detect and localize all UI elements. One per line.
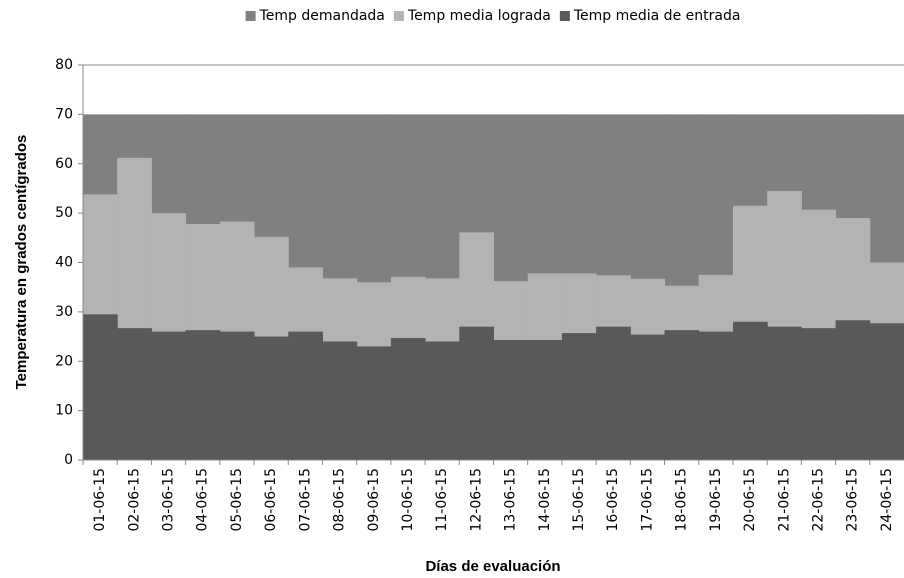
y-tick-label: 50 bbox=[55, 205, 73, 221]
x-tick-label: 02-06-15 bbox=[126, 468, 142, 532]
plot bbox=[83, 114, 904, 461]
y-tick-label: 30 bbox=[55, 304, 73, 320]
area-step bbox=[630, 334, 666, 460]
area-step bbox=[527, 340, 563, 460]
y-tick-label: 0 bbox=[64, 452, 73, 468]
x-tick-label: 01-06-15 bbox=[92, 468, 108, 532]
legend-label: Temp media lograda bbox=[407, 8, 551, 24]
x-tick-label: 23-06-15 bbox=[845, 468, 861, 532]
area-step bbox=[185, 330, 221, 460]
legend-swatch bbox=[393, 11, 404, 21]
y-tick-label: 60 bbox=[55, 156, 73, 172]
area-step bbox=[151, 331, 187, 460]
area-step bbox=[322, 341, 358, 460]
x-tick-label: 12-06-15 bbox=[468, 468, 484, 532]
x-tick-label: 15-06-15 bbox=[571, 468, 587, 532]
y-tick-label: 20 bbox=[55, 353, 73, 369]
area-step bbox=[664, 330, 700, 460]
x-tick-label: 05-06-15 bbox=[229, 468, 245, 532]
y-tick-label: 10 bbox=[55, 403, 73, 419]
x-tick-label: 06-06-15 bbox=[263, 468, 279, 532]
x-tick-label: 14-06-15 bbox=[537, 468, 553, 532]
area-step bbox=[561, 333, 597, 460]
area-step bbox=[83, 314, 118, 460]
x-tick-label: 18-06-15 bbox=[674, 468, 690, 532]
x-tick-label: 17-06-15 bbox=[639, 468, 655, 532]
area-step bbox=[219, 331, 255, 460]
x-tick-label: 22-06-15 bbox=[810, 468, 826, 532]
x-tick-label: 16-06-15 bbox=[605, 468, 621, 532]
legend-swatch bbox=[559, 11, 570, 21]
x-tick-label: 13-06-15 bbox=[503, 468, 519, 532]
area-step bbox=[596, 326, 631, 460]
y-tick-label: 70 bbox=[55, 106, 73, 122]
area-step bbox=[869, 323, 904, 460]
area-step bbox=[835, 320, 871, 460]
x-axis-title: Días de evaluación bbox=[425, 558, 560, 575]
y-tick-label: 80 bbox=[55, 57, 73, 73]
x-tick-label: 03-06-15 bbox=[161, 468, 177, 532]
legend-label: Temp demandada bbox=[259, 8, 385, 24]
area-step bbox=[254, 336, 289, 460]
legend-swatch bbox=[245, 11, 256, 21]
x-tick-label: 20-06-15 bbox=[742, 468, 758, 532]
x-tick-label: 09-06-15 bbox=[366, 468, 382, 532]
area-step bbox=[356, 346, 392, 460]
area-step bbox=[698, 331, 734, 460]
legend-label: Temp media de entrada bbox=[573, 8, 741, 24]
x-tick-label: 24-06-15 bbox=[879, 468, 895, 532]
area-step bbox=[459, 326, 494, 460]
area-step bbox=[493, 340, 529, 460]
x-tick-label: 11-06-15 bbox=[434, 468, 450, 532]
x-tick-label: 08-06-15 bbox=[332, 468, 348, 532]
area-step bbox=[390, 338, 426, 460]
area-step bbox=[425, 341, 460, 460]
y-axis-title: Temperatura en grados centígrados bbox=[13, 135, 30, 390]
x-tick-label: 10-06-15 bbox=[400, 468, 416, 532]
x-tick-label: 21-06-15 bbox=[776, 468, 792, 532]
area-step bbox=[801, 328, 837, 460]
area-step bbox=[117, 328, 152, 460]
y-tick-label: 40 bbox=[55, 255, 73, 271]
area-step bbox=[288, 331, 323, 460]
x-tick-label: 04-06-15 bbox=[195, 468, 211, 532]
x-tick-label: 19-06-15 bbox=[708, 468, 724, 532]
area-step bbox=[767, 326, 802, 460]
x-tick-label: 07-06-15 bbox=[297, 468, 313, 532]
area-step bbox=[732, 321, 768, 460]
